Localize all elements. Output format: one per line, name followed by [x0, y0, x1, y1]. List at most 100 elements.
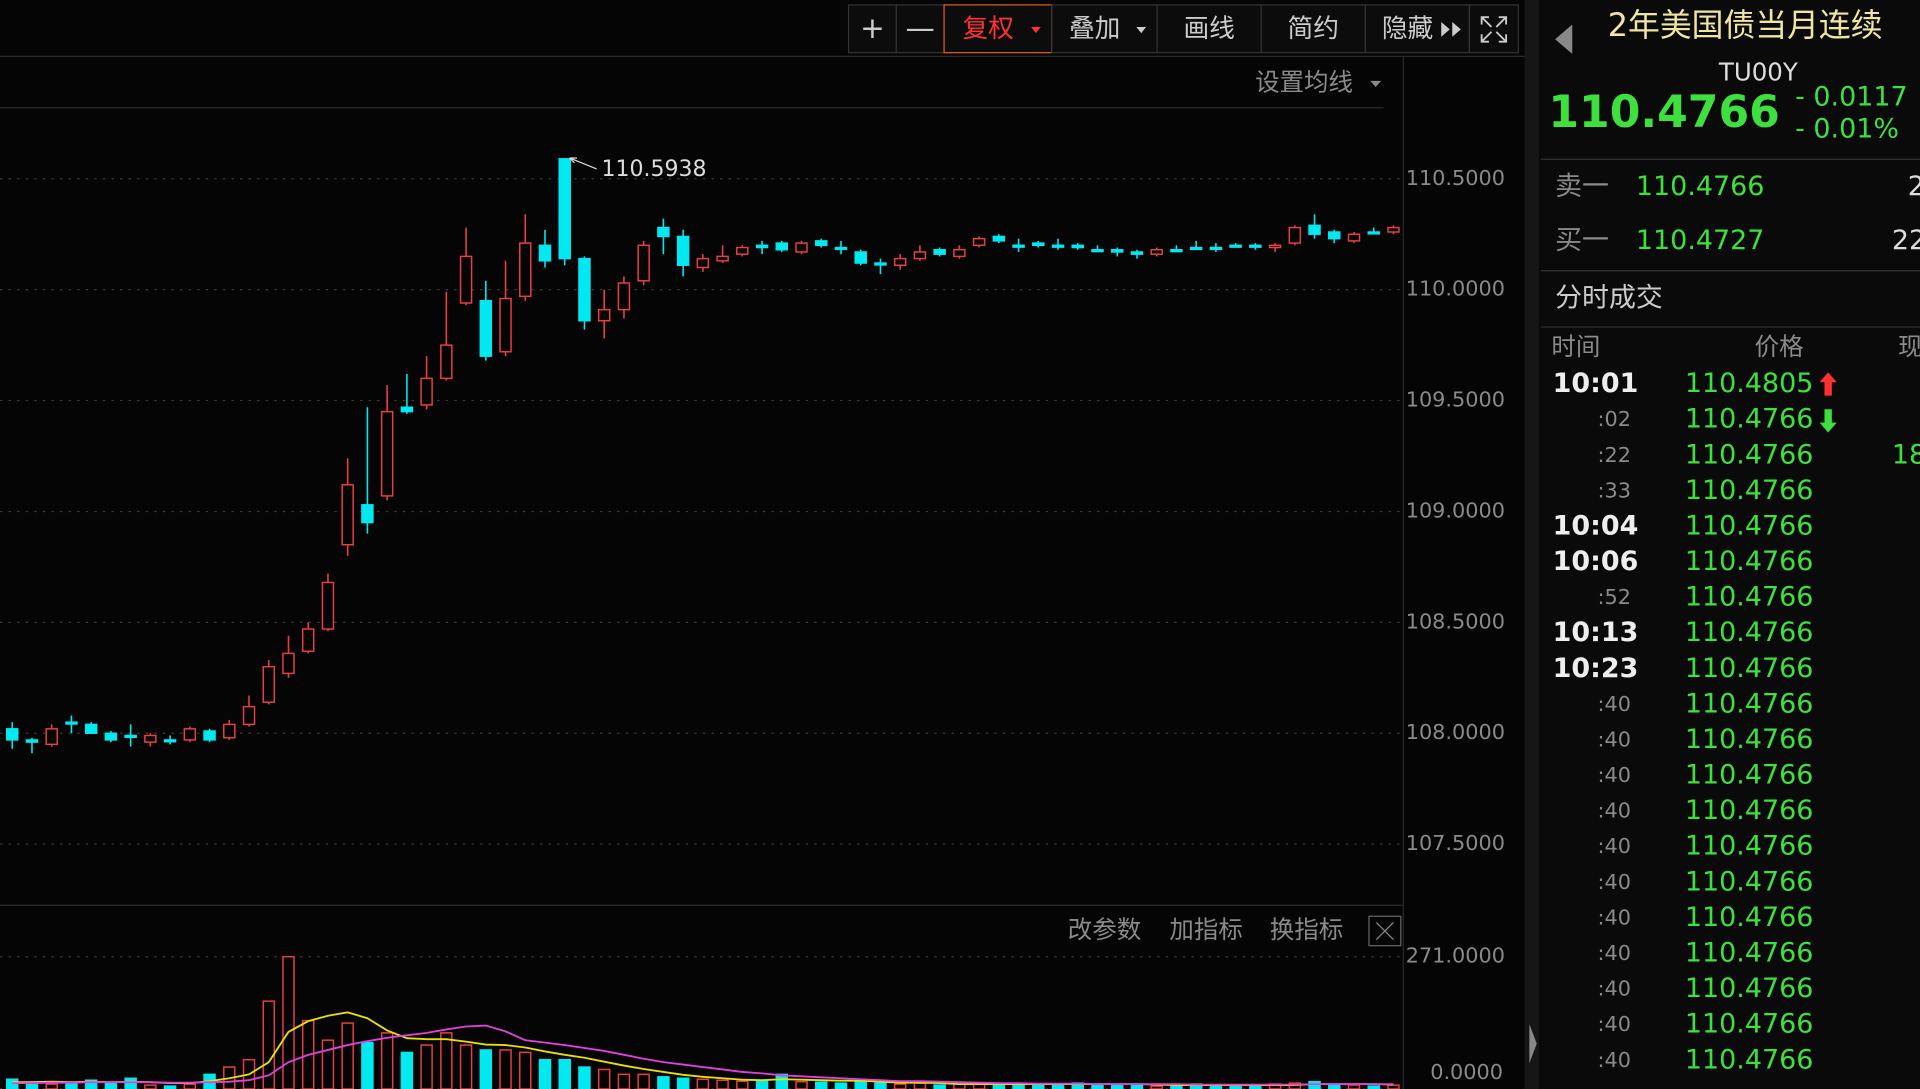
volume-bar — [775, 1073, 789, 1089]
trade-price: 110.4766 — [1685, 617, 1814, 648]
candle-body — [1328, 231, 1341, 240]
trades-header: 价格 — [1755, 332, 1804, 361]
candle-body — [1387, 226, 1400, 233]
candle-body — [578, 257, 591, 322]
toolbar-label[interactable]: 复权 — [962, 14, 1013, 44]
collapse-arrow[interactable] — [1555, 24, 1573, 54]
indicator-button[interactable]: 改参数 — [1068, 915, 1141, 944]
candle-body — [25, 739, 39, 743]
trade-price: 110.4766 — [1685, 510, 1814, 541]
candle-body — [282, 652, 295, 675]
trade-time: 10:23 — [1553, 653, 1639, 684]
volume-bar — [676, 1077, 690, 1089]
candle-body — [380, 410, 394, 497]
indicator-button[interactable]: 换指标 — [1270, 915, 1343, 944]
volume-bar — [538, 1058, 552, 1089]
toolbar-label[interactable]: 简约 — [1288, 14, 1339, 44]
volume-bar — [1387, 1084, 1400, 1089]
candle-body — [361, 504, 374, 524]
candle-body — [163, 739, 177, 743]
candle-body — [1189, 246, 1203, 251]
candle-body — [499, 297, 512, 353]
volume-bar — [1308, 1080, 1321, 1089]
candle-body — [519, 242, 532, 298]
trade-price: 110.4766 — [1685, 760, 1814, 791]
trades-title: 分时成交 — [1555, 282, 1663, 313]
ma-setting[interactable]: 设置均线 — [1255, 67, 1353, 96]
trade-price: 110.4766 — [1685, 582, 1814, 613]
candle-body — [795, 242, 808, 253]
trades-header: 现 — [1898, 332, 1920, 361]
trade-price: 110.4766 — [1685, 688, 1814, 719]
trade-price: 110.4766 — [1685, 546, 1814, 577]
toolbar-button[interactable] — [895, 4, 945, 54]
toolbar-label[interactable]: 画线 — [1183, 14, 1234, 44]
trade-price: 110.4766 — [1685, 724, 1814, 755]
last-price: 110.4766 — [1548, 87, 1779, 138]
toolbar-button[interactable] — [1260, 4, 1366, 54]
toolbar-button[interactable] — [847, 4, 897, 54]
candle-body — [972, 237, 986, 247]
y-tick-label: 109.5000 — [1406, 388, 1505, 412]
candle-body — [65, 721, 78, 725]
candle-body — [913, 251, 927, 260]
volume-bar — [1288, 1082, 1302, 1089]
trade-price: 110.4766 — [1685, 404, 1814, 435]
candle-body — [1150, 249, 1163, 255]
candle-body — [538, 244, 552, 262]
toolbar-label[interactable]: — — [906, 11, 935, 45]
fullscreen-button[interactable] — [1468, 4, 1519, 54]
candle-body — [597, 308, 611, 322]
toolbar-label[interactable]: 叠加 — [1069, 14, 1120, 44]
scrollbar[interactable] — [1524, 0, 1540, 1089]
trade-price: 110.4766 — [1685, 973, 1814, 1004]
volume-bar — [696, 1078, 710, 1089]
volume-bar — [519, 1051, 532, 1089]
volume-bar — [1130, 1084, 1144, 1089]
volume-bar — [479, 1049, 493, 1089]
close-indicator[interactable] — [1368, 915, 1402, 947]
volume-bar — [913, 1082, 927, 1089]
trade-time: 10:13 — [1553, 617, 1639, 648]
trade-time: 10:04 — [1553, 510, 1639, 541]
trade-price: 110.4766 — [1685, 795, 1814, 826]
y-tick-label: 110.5000 — [1406, 166, 1505, 190]
change-pct: - 0.01% — [1795, 113, 1899, 144]
volume-bar — [736, 1080, 749, 1089]
bid-label: 买一 — [1555, 225, 1609, 256]
trade-time: :40 — [1598, 834, 1631, 858]
candle-body — [262, 665, 276, 703]
candle-body — [1367, 231, 1380, 235]
candle-body — [6, 728, 19, 741]
indicator-button[interactable]: 加指标 — [1169, 915, 1242, 944]
candle-body — [1288, 226, 1302, 244]
trade-time: 10:01 — [1553, 368, 1639, 399]
trade-time: :40 — [1598, 1012, 1631, 1036]
volume-bar — [637, 1073, 650, 1089]
volume-bar — [6, 1078, 19, 1089]
scroll-handle[interactable] — [1529, 1024, 1537, 1064]
candle-body — [1308, 224, 1321, 235]
volume-bar — [282, 955, 295, 1089]
quote-panel — [1540, 0, 1920, 1089]
trade-time: :40 — [1598, 870, 1631, 894]
toolbar-label[interactable]: 隐藏 — [1382, 14, 1433, 44]
candle-body — [1051, 244, 1065, 248]
bid-price: 110.4727 — [1636, 225, 1765, 256]
trade-time: :33 — [1598, 478, 1631, 502]
toolbar-label[interactable]: + — [860, 11, 885, 45]
trade-price: 110.4766 — [1685, 653, 1814, 684]
candle-body — [1071, 244, 1085, 249]
candle-body — [953, 249, 966, 258]
candle-body — [637, 244, 650, 282]
volume-bar — [341, 1022, 354, 1089]
volume-bar — [874, 1082, 887, 1089]
candle-body — [893, 257, 907, 267]
trade-time: :40 — [1598, 977, 1631, 1001]
volume-bar — [578, 1066, 591, 1089]
high-pointer — [569, 157, 597, 170]
trade-price: 110.4766 — [1685, 439, 1814, 470]
volume-bar — [400, 1051, 414, 1089]
volume-bar — [1347, 1084, 1361, 1089]
candle-body — [676, 235, 690, 267]
